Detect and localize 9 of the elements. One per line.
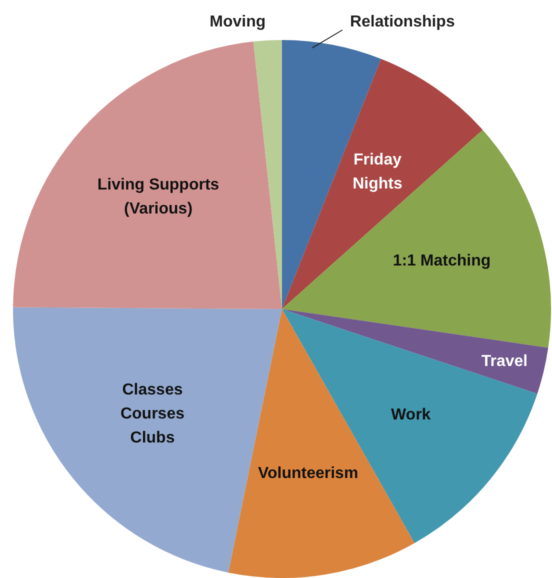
slice-label: Friday Nights <box>352 152 402 193</box>
slice-label: Moving <box>210 13 266 30</box>
slice-label: Volunteerism <box>258 465 358 482</box>
slice-label: Living Supports (Various) <box>97 176 220 218</box>
slice-label: 1:1 Matching <box>392 252 491 270</box>
slice-label: Work <box>390 406 431 424</box>
slice-label: Travel <box>481 353 528 370</box>
slice-label: Relationships <box>350 13 455 30</box>
slice-label: Classes Courses Clubs <box>120 382 185 446</box>
